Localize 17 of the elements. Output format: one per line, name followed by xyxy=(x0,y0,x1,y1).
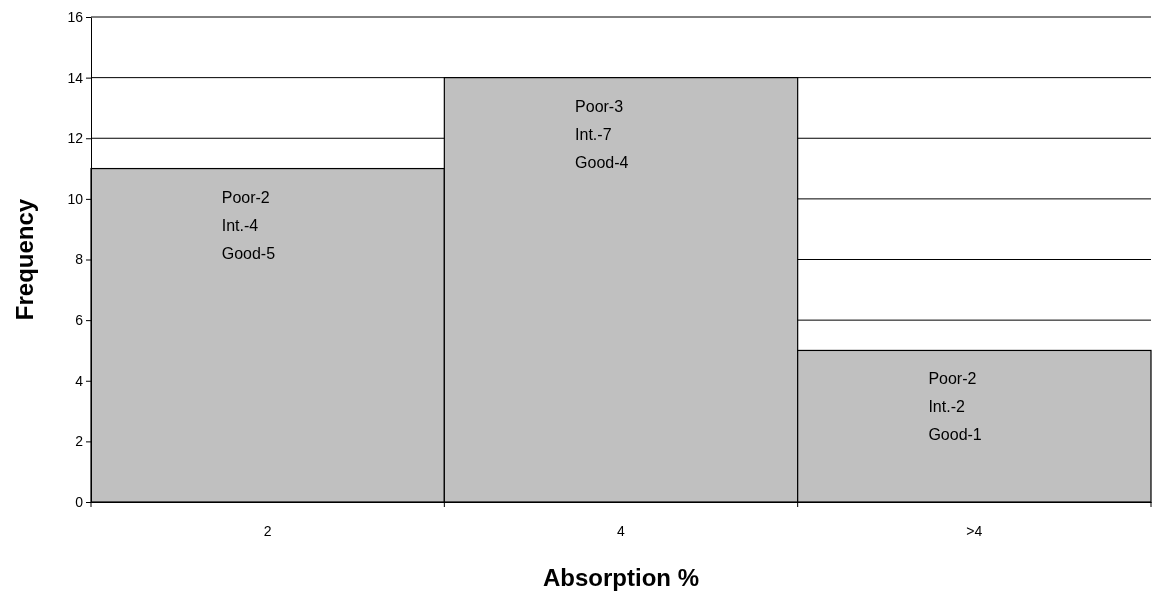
annotation: Poor-2 Int.-2 Good-1 xyxy=(928,370,982,444)
y-tick-label: 14 xyxy=(67,69,84,86)
y-tick-label: 0 xyxy=(75,493,84,510)
annotation: Poor-3 Int.-7 Good-4 xyxy=(575,97,629,171)
y-tick-label: 6 xyxy=(75,312,84,329)
y-axis-title: Frequency xyxy=(11,198,38,321)
y-tick-label: 2 xyxy=(75,433,84,450)
y-tick-label: 8 xyxy=(75,251,84,268)
annotation: Poor-2 Int.-4 Good-5 xyxy=(221,188,276,262)
x-tick-label: 4 xyxy=(617,522,626,539)
y-tick-label: 10 xyxy=(67,190,84,207)
x-tick-label: >4 xyxy=(966,522,983,539)
x-axis-title: Absorption % xyxy=(543,564,699,591)
y-tick-label: 16 xyxy=(67,8,84,25)
y-tick-label: 12 xyxy=(67,130,84,147)
x-tick-label: 2 xyxy=(263,522,272,539)
y-tick-label: 4 xyxy=(75,372,84,389)
